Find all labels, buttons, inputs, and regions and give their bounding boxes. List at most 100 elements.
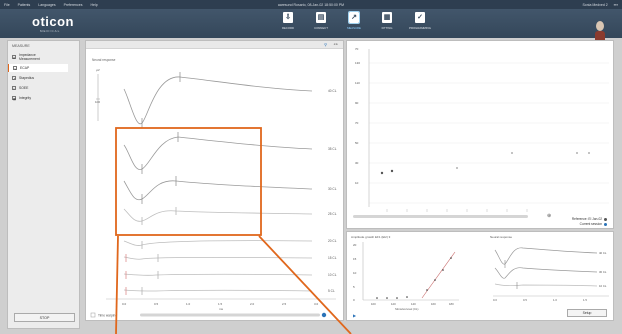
ag-x-tick-4: 180 <box>449 302 454 306</box>
legend-current: Current session <box>580 222 607 226</box>
y-tick-7: 10 <box>355 181 359 185</box>
nav-fitting[interactable]: ▦ FITTING <box>375 11 399 30</box>
neural-response-title: Neural response <box>92 58 116 62</box>
ag-x-tick-3: 160 <box>431 302 436 306</box>
fitting-icon: ▦ <box>382 12 392 23</box>
legend-reference: Reference: EI Jan-02 <box>572 217 607 221</box>
stapedius-icon: ↗ <box>12 76 16 81</box>
trace-label-5: 20 CL <box>328 239 337 243</box>
trace-label-7: 10 CL <box>328 273 337 277</box>
amplitude-growth-title: Amplitude growth EF1 (EI2) 3 <box>351 235 391 239</box>
small-neural-chart: 40 CL 30 CL 10 CL 0.0 0.5 1.0 1.5 <box>493 247 609 302</box>
measure-icon: ↗ <box>348 11 360 24</box>
ag-y-tick-3: 5 <box>353 285 355 289</box>
bottom-charts: Amplitude growth EF1 (EI2) 3 20 15 10 5 … <box>351 235 609 318</box>
nav-measure-label: MEASURE <box>347 26 361 30</box>
sidebar-item-label: SOEE <box>19 86 29 90</box>
neural-response-chart: Neural response µV 100 40 CL 35 CL 30 CL… <box>90 58 337 318</box>
sn-x-tick-3: 1.5 <box>583 298 587 302</box>
y-tick-0: 70 <box>355 47 359 51</box>
time-warping-checkbox[interactable] <box>90 312 96 318</box>
legend-reference-label: Reference: EI Jan-02 <box>571 217 602 221</box>
brand-subtitle: MEDICAL <box>40 29 61 33</box>
sidebar-item-label: Stapedius <box>19 76 35 80</box>
y-scale-label: 100 <box>95 100 100 104</box>
trace-label-3: 30 CL <box>328 187 337 191</box>
trace-label-8: 5 CL <box>328 289 335 293</box>
x-tick-6: 3.0 <box>314 302 319 306</box>
y-unit-label: µV <box>96 68 100 72</box>
play-icon[interactable]: ▶ <box>353 313 357 318</box>
trace-label-4: 25 CL <box>328 212 337 216</box>
zoom-icon[interactable]: ⊕ <box>547 213 551 219</box>
trace-label-6: 15 CL <box>328 256 337 260</box>
nav-measure[interactable]: ↗ MEASURE <box>342 11 366 30</box>
menu-file[interactable]: File <box>4 2 10 7</box>
data-point <box>576 152 578 154</box>
nav-record-label: RECORD <box>281 26 295 30</box>
channel-scrollbar[interactable] <box>353 215 528 218</box>
sn-x-tick-0: 0.0 <box>493 298 497 302</box>
ag-y-tick-0: 20 <box>353 243 357 247</box>
reference-dot-icon <box>604 217 607 221</box>
ag-x-label: Stimulus level (CL) <box>395 307 419 311</box>
window-controls-icon[interactable]: ▪▪▪ <box>613 2 618 7</box>
bottom-panel: Amplitude growth EF1 (EI2) 3 20 15 10 5 … <box>346 231 614 321</box>
y-tick-2: 110 <box>355 81 360 85</box>
ag-y-tick-2: 10 <box>353 271 357 275</box>
sidebar-item-impedance[interactable]: Ω Impedance Measurement <box>12 52 75 62</box>
y-tick-1: 130 <box>355 61 360 65</box>
amplitude-growth-chart: 20 15 10 5 0 100 120 140 160 180 Stimulu… <box>353 242 459 311</box>
y-tick-4: 70 <box>355 121 359 125</box>
sidebar-title: MEASURE <box>12 44 30 48</box>
nav-record[interactable]: ⇩ RECORD <box>276 11 300 30</box>
time-warping-slider[interactable] <box>140 313 320 317</box>
nav-programming[interactable]: ✓ PROGRAMMING <box>408 11 432 30</box>
stop-button[interactable]: STOP <box>14 313 75 322</box>
ecap-icon: ∿ <box>13 66 17 71</box>
impedance-icon: Ω <box>12 55 16 60</box>
connect-icon: ▤ <box>316 12 326 23</box>
trace-label-2: 35 CL <box>328 147 337 151</box>
x-tick-3: 1.5 <box>218 302 223 306</box>
trace-label-1: 40 CL <box>328 89 337 93</box>
sidebar-item-label: Integrity <box>19 96 32 100</box>
user-name[interactable]: Sonia Medved 2 <box>582 2 608 7</box>
ag-x-tick-0: 100 <box>371 302 376 306</box>
time-warping-label: Time warping <box>98 314 117 318</box>
sidebar-item-soee[interactable]: ≈ SOEE <box>12 84 75 92</box>
y-tick-3: 90 <box>355 101 359 105</box>
threshold-chart: 70 130 110 90 70 50 30 10 ⊕ <box>353 47 609 219</box>
nav-connect-label: CONNECT <box>314 26 328 30</box>
x-tick-4: 2.0 <box>250 302 255 306</box>
x-tick-2: 1.0 <box>186 302 191 306</box>
x-tick-1: 0.5 <box>154 302 159 306</box>
small-trace-label-1: 40 CL <box>599 251 607 255</box>
panel-menu-icon[interactable]: ◂ ▸ <box>333 42 339 46</box>
menu-patients[interactable]: Patients <box>17 2 31 7</box>
sidebar-item-ecap[interactable]: ∿ ECAP <box>8 64 68 72</box>
slider-handle[interactable] <box>321 312 327 318</box>
ag-y-tick-1: 15 <box>353 257 357 261</box>
small-neural-title: Neural response <box>490 235 512 239</box>
sidebar-item-stapedius[interactable]: ↗ Stapedius <box>12 74 75 82</box>
small-trace-label-2: 30 CL <box>599 270 607 274</box>
sidebar-item-integrity[interactable]: ▦ Integrity <box>12 94 75 102</box>
sidebar-item-label: Impedance Measurement <box>19 53 40 61</box>
sn-x-tick-1: 0.5 <box>523 298 527 302</box>
pin-icon[interactable]: ⚲ <box>324 42 327 47</box>
data-point <box>511 152 513 154</box>
setup-button[interactable]: Setup <box>567 309 607 317</box>
x-unit-label: ms <box>219 307 223 311</box>
data-point <box>456 167 458 169</box>
ag-x-tick-1: 120 <box>391 302 396 306</box>
data-point <box>390 169 394 173</box>
menu-languages[interactable]: Languages <box>38 2 56 7</box>
record-icon: ⇩ <box>283 12 293 23</box>
threshold-panel: 70 130 110 90 70 50 30 10 ⊕ Reference: E… <box>346 40 614 229</box>
menu-preferences[interactable]: Preferences <box>63 2 83 7</box>
menu-help[interactable]: Help <box>90 2 98 7</box>
sn-x-tick-2: 1.0 <box>553 298 557 302</box>
ag-y-tick-4: 0 <box>353 298 355 302</box>
nav-connect[interactable]: ▤ CONNECT <box>309 11 333 30</box>
